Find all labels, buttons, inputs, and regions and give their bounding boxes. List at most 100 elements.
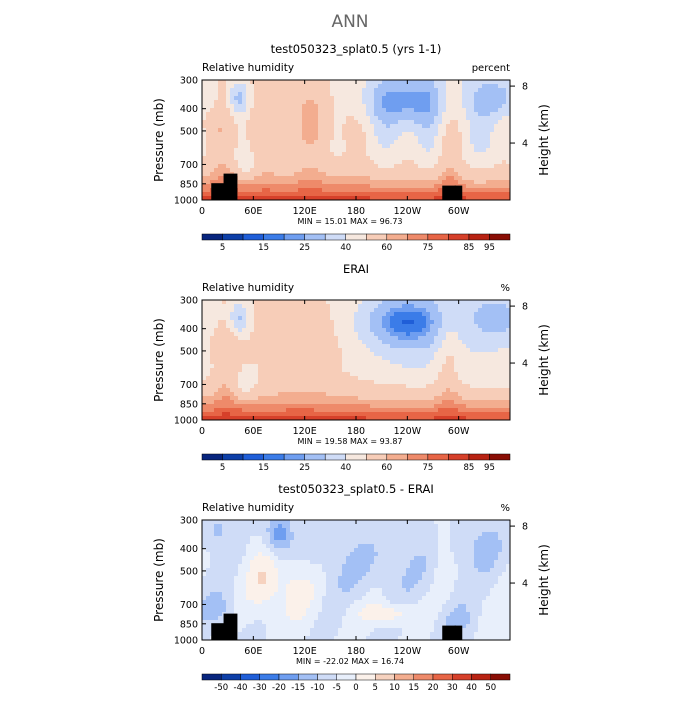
field-cell bbox=[442, 152, 446, 156]
field-cell bbox=[318, 368, 322, 372]
colorbar-swatch bbox=[243, 234, 264, 240]
field-cell bbox=[454, 144, 458, 148]
field-cell bbox=[494, 156, 498, 160]
field-cell bbox=[286, 128, 290, 132]
field-cell bbox=[234, 324, 238, 328]
field-cell bbox=[314, 336, 318, 340]
field-cell bbox=[426, 348, 430, 352]
field-cell bbox=[366, 316, 370, 320]
field-cell bbox=[458, 356, 462, 360]
field-cell bbox=[266, 380, 270, 384]
field-cell bbox=[470, 388, 474, 392]
field-cell bbox=[406, 88, 410, 92]
field-cell bbox=[210, 336, 214, 340]
field-cell bbox=[314, 308, 318, 312]
field-cell bbox=[334, 340, 338, 344]
field-cell bbox=[310, 396, 314, 400]
field-cell bbox=[210, 300, 214, 304]
field-cell bbox=[286, 184, 290, 188]
field-cell bbox=[342, 392, 346, 396]
field-cell bbox=[406, 96, 410, 100]
field-cell bbox=[366, 524, 370, 528]
field-cell bbox=[498, 100, 502, 104]
field-cell bbox=[446, 368, 450, 372]
field-cell bbox=[474, 312, 478, 316]
field-cell bbox=[482, 168, 486, 172]
colorbar-swatch bbox=[305, 234, 326, 240]
field-cell bbox=[434, 384, 438, 388]
field-cell bbox=[366, 120, 370, 124]
field-cell bbox=[290, 152, 294, 156]
field-cell bbox=[278, 148, 282, 152]
field-cell bbox=[426, 404, 430, 408]
field-cell bbox=[294, 152, 298, 156]
field-cell bbox=[414, 180, 418, 184]
field-cell bbox=[410, 156, 414, 160]
field-cell bbox=[462, 92, 466, 96]
field-cell bbox=[290, 88, 294, 92]
field-cell bbox=[206, 336, 210, 340]
field-cell bbox=[230, 388, 234, 392]
field-cell bbox=[358, 164, 362, 168]
field-cell bbox=[438, 524, 442, 528]
field-cell bbox=[370, 88, 374, 92]
field-cell bbox=[450, 388, 454, 392]
field-cell bbox=[414, 376, 418, 380]
field-cell bbox=[306, 336, 310, 340]
field-cell bbox=[378, 400, 382, 404]
field-cell bbox=[370, 324, 374, 328]
field-cell bbox=[466, 412, 470, 416]
field-cell bbox=[470, 88, 474, 92]
field-cell bbox=[310, 160, 314, 164]
field-cell bbox=[214, 84, 218, 88]
field-cell bbox=[378, 384, 382, 388]
field-cell bbox=[482, 112, 486, 116]
field-cell bbox=[446, 316, 450, 320]
field-cell bbox=[414, 132, 418, 136]
field-cell bbox=[286, 144, 290, 148]
field-cell bbox=[446, 356, 450, 360]
field-cell bbox=[354, 364, 358, 368]
field-cell bbox=[374, 104, 378, 108]
field-cell bbox=[242, 192, 246, 196]
field-cell bbox=[298, 388, 302, 392]
x-tick-label: 0 bbox=[199, 426, 205, 437]
field-cell bbox=[418, 392, 422, 396]
field-cell bbox=[202, 376, 206, 380]
field-cell bbox=[482, 404, 486, 408]
field-cell bbox=[246, 412, 250, 416]
field-cell bbox=[306, 176, 310, 180]
field-cell bbox=[426, 320, 430, 324]
field-cell bbox=[310, 100, 314, 104]
field-cell bbox=[374, 80, 378, 84]
field-cell bbox=[374, 368, 378, 372]
field-cell bbox=[398, 160, 402, 164]
field-cell bbox=[474, 120, 478, 124]
field-cell bbox=[246, 144, 250, 148]
field-cell bbox=[386, 412, 390, 416]
field-cell bbox=[406, 160, 410, 164]
field-cell bbox=[426, 156, 430, 160]
field-cell bbox=[390, 84, 394, 88]
field-cell bbox=[342, 324, 346, 328]
field-cell bbox=[278, 92, 282, 96]
field-cell bbox=[214, 348, 218, 352]
field-cell bbox=[470, 340, 474, 344]
field-cell bbox=[482, 384, 486, 388]
field-cell bbox=[206, 96, 210, 100]
field-cell bbox=[266, 100, 270, 104]
field-cell bbox=[310, 80, 314, 84]
field-cell bbox=[222, 524, 226, 528]
field-cell bbox=[498, 336, 502, 340]
field-cell bbox=[338, 308, 342, 312]
field-cell bbox=[294, 404, 298, 408]
field-cell bbox=[206, 316, 210, 320]
field-cell bbox=[422, 328, 426, 332]
field-cell bbox=[254, 388, 258, 392]
field-cell bbox=[458, 144, 462, 148]
field-cell bbox=[250, 188, 254, 192]
field-cell bbox=[294, 360, 298, 364]
field-cell bbox=[374, 164, 378, 168]
field-cell bbox=[362, 356, 366, 360]
field-cell bbox=[342, 524, 346, 528]
